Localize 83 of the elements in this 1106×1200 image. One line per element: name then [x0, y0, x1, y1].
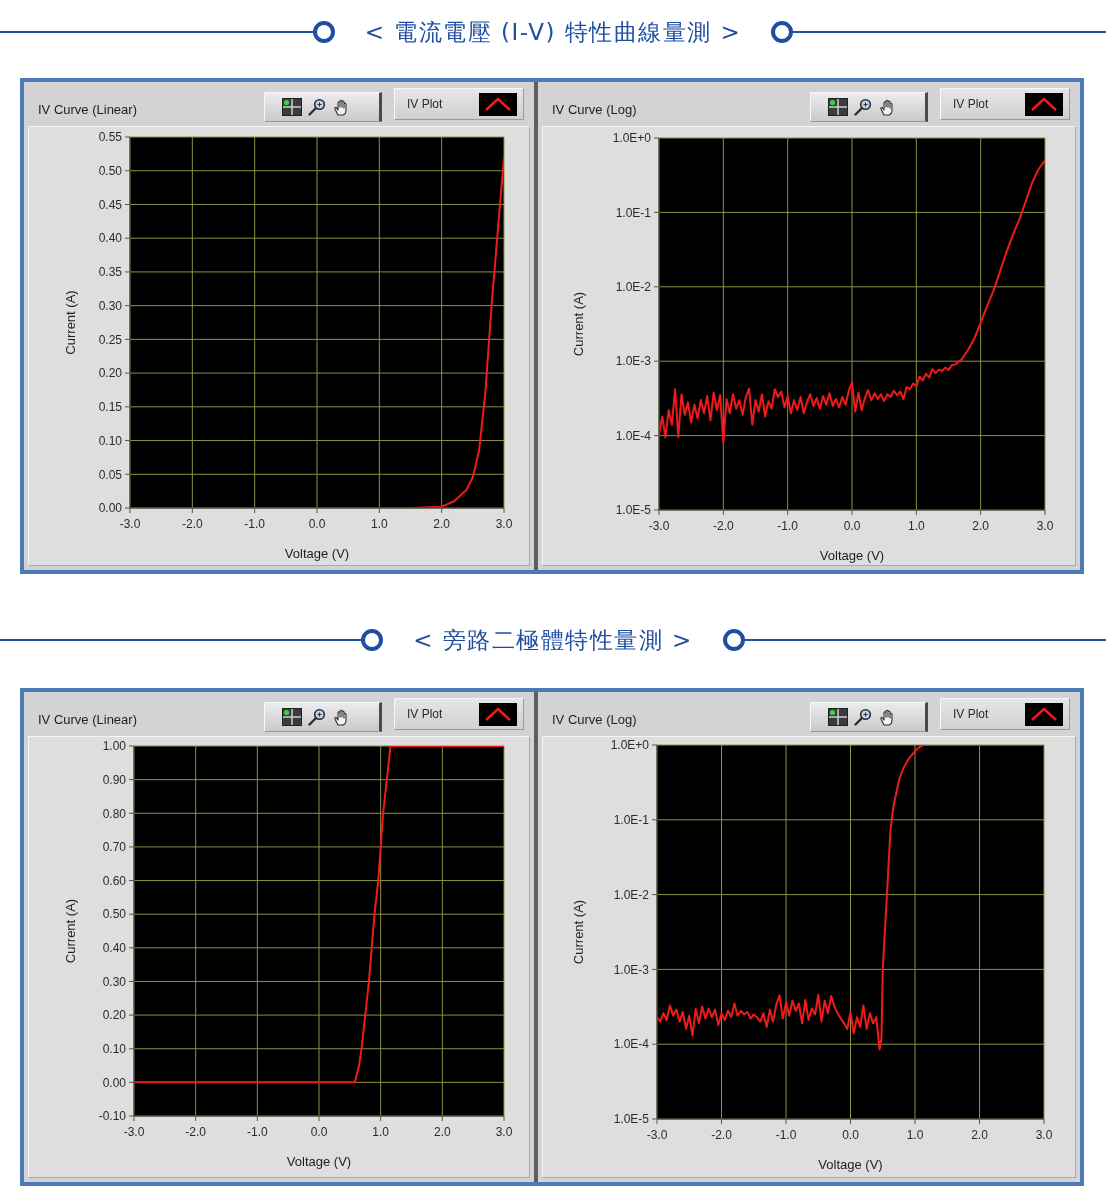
- x-tick-label: 2.0: [433, 516, 451, 531]
- x-axis-title: Voltage (V): [819, 548, 885, 563]
- y-tick-label: 1.0E-3: [615, 354, 652, 369]
- x-axis-title: Voltage (V): [818, 1157, 883, 1172]
- y-tick-label: 0.45: [98, 197, 123, 212]
- text: < 電流電壓 (I-V) 特性曲線量測 >: [364, 18, 742, 45]
- y-tick-label: 1.0E-5: [613, 1112, 650, 1127]
- x-tick-label: -3.0: [119, 516, 141, 531]
- x-tick-label: 3.0: [1036, 518, 1054, 533]
- y-tick-label: 0.80: [102, 806, 127, 821]
- y-tick-label: 0.40: [98, 231, 123, 246]
- x-tick-label: -3.0: [123, 1124, 145, 1139]
- chart-title: IV Curve (Linear): [38, 102, 137, 117]
- x-tick-label: 1.0: [370, 516, 388, 531]
- y-tick-label: 1.0E-1: [613, 813, 650, 828]
- x-tick-label: -1.0: [244, 516, 266, 531]
- series-label: IV Plot: [953, 707, 989, 721]
- y-axis-title: Current (A): [570, 291, 586, 357]
- y-tick-label: 0.25: [98, 332, 123, 347]
- y-tick-label: 0.05: [98, 467, 123, 482]
- x-tick-label: -1.0: [777, 518, 799, 533]
- text: IV Plot: [407, 707, 443, 721]
- x-tick-label: -2.0: [711, 1127, 733, 1142]
- x-tick-label: 3.0: [495, 1124, 513, 1139]
- x-tick-label: 1.0: [906, 1127, 924, 1142]
- y-axis-title: Current (A): [62, 898, 78, 964]
- line-series: [659, 159, 1045, 444]
- y-tick-label: 0.30: [102, 974, 127, 989]
- y-tick-label: 1.00: [102, 739, 127, 754]
- x-axis-title: Voltage (V): [286, 1154, 352, 1169]
- x-tick-label: 2.0: [972, 518, 990, 533]
- x-tick-label: 0.0: [308, 516, 326, 531]
- x-axis-title: Voltage (V): [284, 546, 350, 561]
- y-tick-label: 1.0E-1: [615, 205, 652, 220]
- x-tick-label: 1.0: [372, 1124, 390, 1139]
- y-axis-title: Current (A): [62, 290, 78, 355]
- x-tick-label: 1.0: [907, 518, 925, 533]
- chart-title: IV Curve (Log): [552, 712, 637, 727]
- y-tick-label: 0.20: [102, 1008, 127, 1023]
- y-tick-label: 0.50: [102, 907, 127, 922]
- y-tick-label: 0.10: [98, 433, 123, 448]
- x-tick-label: 2.0: [971, 1127, 989, 1142]
- y-tick-label: 0.50: [98, 163, 123, 178]
- y-tick-label: 0.30: [98, 298, 123, 313]
- y-tick-label: 0.20: [98, 366, 123, 381]
- x-tick-label: -1.0: [775, 1127, 797, 1142]
- x-tick-label: -3.0: [646, 1127, 668, 1142]
- x-tick-label: 3.0: [1035, 1127, 1053, 1142]
- chart-title: IV Curve (Linear): [38, 712, 137, 727]
- y-tick-label: -0.10: [98, 1109, 127, 1124]
- x-tick-label: -1.0: [246, 1124, 268, 1139]
- y-tick-label: 0.10: [102, 1041, 127, 1056]
- y-tick-label: 0.15: [98, 400, 123, 415]
- x-tick-label: 0.0: [843, 518, 861, 533]
- y-tick-label: 1.0E-3: [613, 962, 650, 977]
- y-tick-label: 0.90: [102, 772, 127, 787]
- y-tick-label: 0.00: [98, 501, 123, 516]
- x-tick-label: -3.0: [648, 518, 670, 533]
- y-tick-label: 0.00: [102, 1075, 127, 1090]
- text: < 旁路二極體特性量測 >: [413, 626, 693, 653]
- x-tick-label: -2.0: [185, 1124, 207, 1139]
- x-tick-label: -2.0: [181, 516, 203, 531]
- y-tick-label: 0.55: [98, 130, 123, 145]
- y-tick-label: 0.35: [98, 265, 123, 280]
- x-tick-label: 2.0: [433, 1124, 451, 1139]
- x-tick-label: 0.0: [310, 1124, 328, 1139]
- y-tick-label: 1.0E-2: [613, 887, 650, 902]
- text: IV Plot: [953, 97, 989, 111]
- text: IV Plot: [407, 97, 443, 111]
- y-tick-label: 1.0E+0: [610, 738, 650, 753]
- y-tick-label: 1.0E-4: [613, 1037, 650, 1052]
- y-tick-label: 1.0E-2: [615, 280, 652, 295]
- y-tick-label: 1.0E-4: [615, 428, 652, 443]
- y-tick-label: 1.0E-5: [615, 503, 652, 518]
- x-tick-label: 0.0: [842, 1127, 860, 1142]
- y-tick-label: 0.60: [102, 873, 127, 888]
- y-tick-label: 0.70: [102, 840, 127, 855]
- chart-title: IV Curve (Log): [552, 102, 637, 117]
- x-tick-label: 3.0: [495, 516, 513, 531]
- y-tick-label: 0.40: [102, 941, 127, 956]
- x-tick-label: -2.0: [712, 518, 734, 533]
- y-axis-title: Current (A): [570, 899, 586, 965]
- y-tick-label: 1.0E+0: [612, 131, 652, 146]
